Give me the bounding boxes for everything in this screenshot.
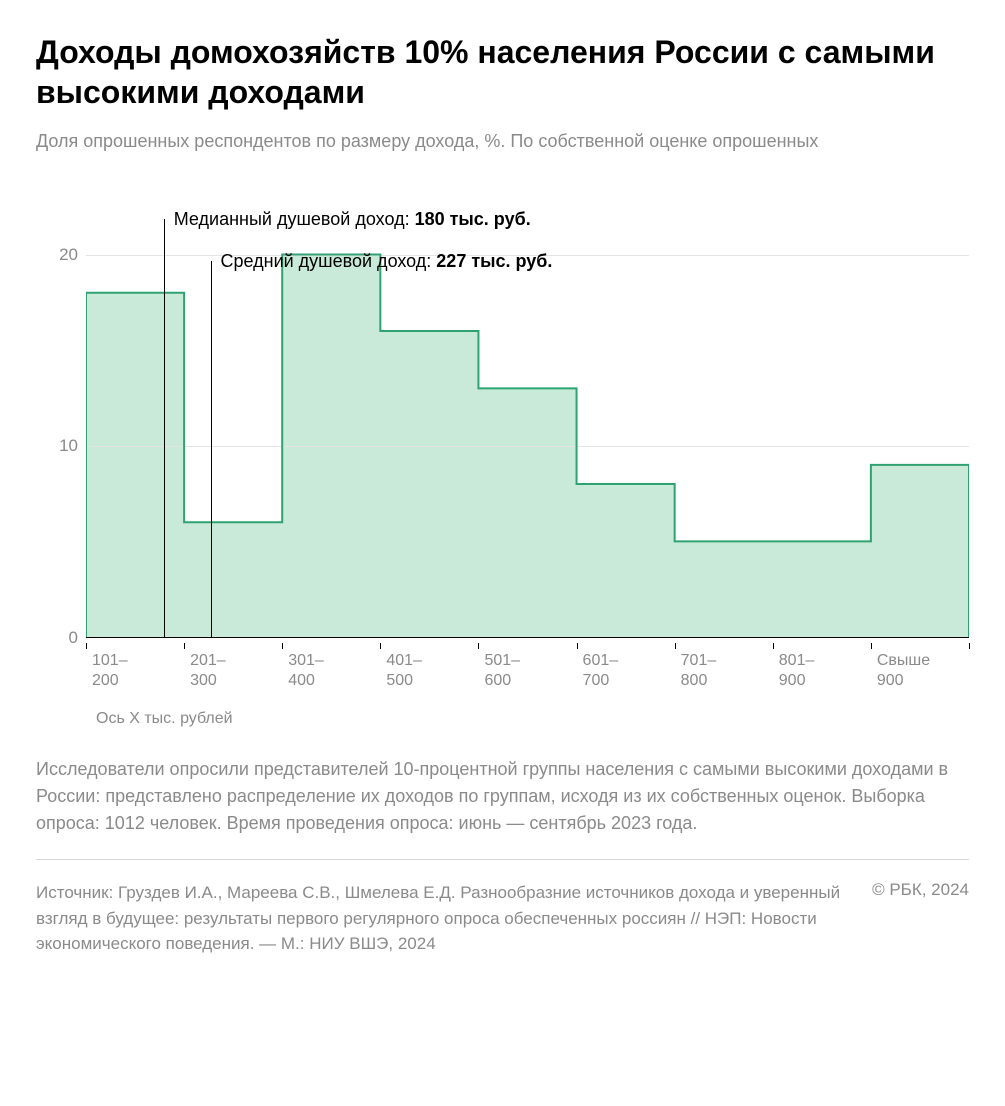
x-tick-label: 701– 800 bbox=[675, 643, 773, 698]
plot-area: Медианный душевой доход: 180 тыс. руб. Ср… bbox=[86, 178, 969, 638]
x-axis-labels: 101– 200201– 300301– 400401– 500501– 600… bbox=[86, 643, 969, 698]
x-tick-mark bbox=[478, 643, 479, 649]
x-tick-label: 101– 200 bbox=[86, 643, 184, 698]
y-axis: 01020 bbox=[36, 178, 86, 638]
annotation-value: 180 тыс. руб. bbox=[415, 209, 531, 229]
x-tick-label: Свыше 900 bbox=[871, 643, 969, 698]
x-tick-label: 601– 700 bbox=[577, 643, 675, 698]
x-tick-mark bbox=[969, 643, 970, 649]
x-tick-label: 201– 300 bbox=[184, 643, 282, 698]
x-tick-mark bbox=[675, 643, 676, 649]
x-tick-mark bbox=[86, 643, 87, 649]
chart-description: Исследователи опросили представителей 10… bbox=[36, 756, 969, 837]
x-tick-mark bbox=[380, 643, 381, 649]
x-tick-mark bbox=[871, 643, 872, 649]
x-axis-note: Ось X тыс. рублей bbox=[96, 710, 969, 728]
x-tick-label: 301– 400 bbox=[282, 643, 380, 698]
copyright-text: © РБК, 2024 bbox=[872, 880, 969, 957]
x-tick-label: 501– 600 bbox=[478, 643, 576, 698]
x-tick-mark bbox=[184, 643, 185, 649]
step-outline bbox=[86, 178, 969, 637]
x-tick-mark bbox=[577, 643, 578, 649]
chart-title: Доходы домохозяйств 10% населения России… bbox=[36, 32, 969, 112]
y-tick-label: 20 bbox=[59, 245, 78, 265]
reference-annotation: Медианный душевой доход: 180 тыс. руб. bbox=[174, 209, 531, 230]
annotation-prefix: Средний душевой доход: bbox=[221, 251, 437, 271]
chart-area: 0 10 20 Медианный душевой доход: 180 тыс. … bbox=[36, 178, 969, 698]
x-tick-label: 801– 900 bbox=[773, 643, 871, 698]
y-tick-label: 0 bbox=[69, 628, 78, 648]
x-tick-label: 401– 500 bbox=[380, 643, 478, 698]
reference-line bbox=[211, 261, 212, 637]
footer: Источник: Груздев И.А., Мареева С.В., Шм… bbox=[36, 880, 969, 957]
y-tick-label: 10 bbox=[59, 436, 78, 456]
annotation-value: 227 тыс. руб. bbox=[436, 251, 552, 271]
divider bbox=[36, 859, 969, 860]
source-text: Источник: Груздев И.А., Мареева С.В., Шм… bbox=[36, 880, 842, 957]
x-tick-mark bbox=[282, 643, 283, 649]
annotation-prefix: Медианный душевой доход: bbox=[174, 209, 415, 229]
x-tick-mark bbox=[773, 643, 774, 649]
reference-annotation: Средний душевой доход: 227 тыс. руб. bbox=[221, 251, 553, 272]
chart-subtitle: Доля опрошенных респондентов по размеру … bbox=[36, 128, 969, 154]
reference-line bbox=[164, 219, 165, 637]
